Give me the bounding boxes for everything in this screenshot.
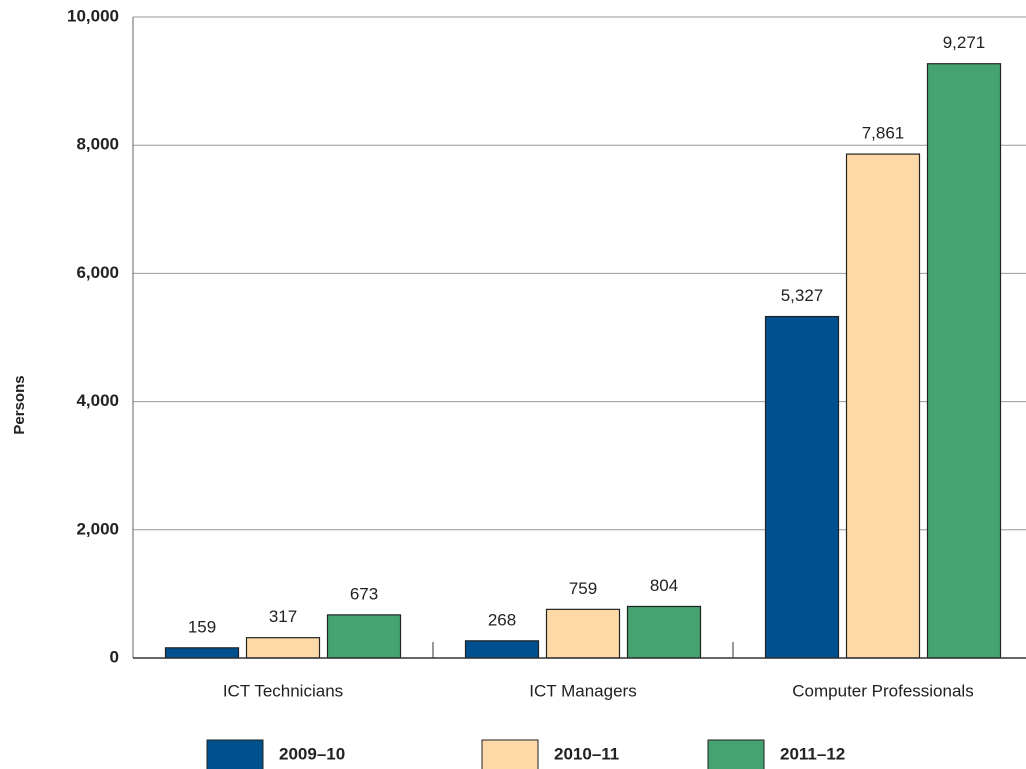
y-tick-label: 0 (110, 647, 119, 666)
legend-swatch (481, 739, 539, 769)
value-label: 759 (569, 579, 597, 598)
bar (926, 63, 1002, 659)
value-label: 804 (650, 576, 678, 595)
y-tick-label: 6,000 (76, 263, 119, 282)
legend-label: 2009–10 (279, 744, 345, 763)
x-tick-label: ICT Technicians (223, 681, 343, 700)
bar (326, 614, 402, 659)
legend-label: 2011–12 (780, 744, 845, 763)
value-label: 317 (269, 607, 297, 626)
y-tick-label: 2,000 (76, 519, 119, 538)
bar (164, 647, 240, 659)
value-label: 673 (350, 584, 378, 603)
bar (764, 315, 840, 659)
y-tick-label: 4,000 (76, 391, 119, 410)
bar (545, 608, 621, 659)
x-tick-label: Computer Professionals (792, 681, 973, 700)
legend-swatch (707, 739, 765, 769)
x-tick-label: ICT Managers (529, 681, 636, 700)
value-label: 9,271 (943, 33, 986, 52)
value-label: 7,861 (862, 124, 905, 143)
bar (626, 605, 702, 659)
bar (464, 640, 540, 659)
y-axis-label: Persons (11, 375, 28, 434)
value-label: 5,327 (781, 286, 824, 305)
legend-label: 2010–11 (554, 744, 619, 763)
legend-swatch (206, 739, 264, 769)
value-label: 159 (188, 617, 216, 636)
value-label: 268 (488, 610, 516, 629)
y-tick-label: 10,000 (67, 6, 119, 25)
bar (845, 153, 921, 659)
bar (245, 637, 321, 659)
y-tick-label: 8,000 (76, 135, 119, 154)
